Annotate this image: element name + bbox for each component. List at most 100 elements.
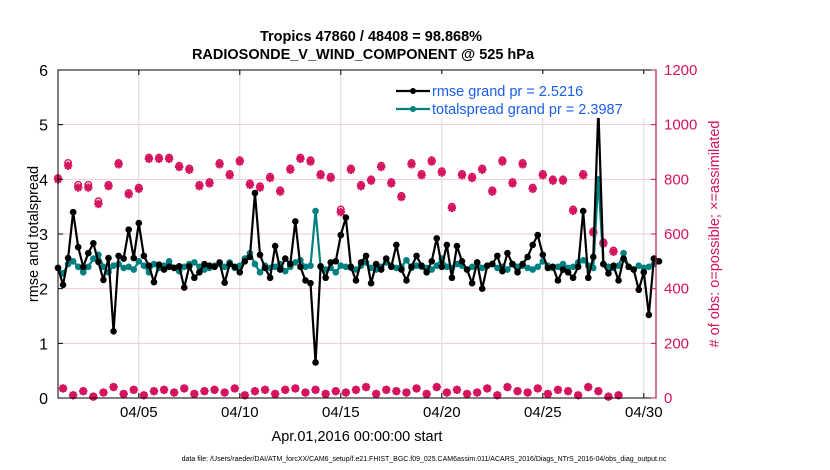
rmse-point	[155, 261, 163, 268]
rmse-point	[251, 189, 259, 197]
obs-assimilated-marker	[68, 391, 78, 400]
rmse-point	[478, 285, 486, 292]
obs-assimilated-marker	[286, 165, 295, 174]
rmse-point	[423, 268, 430, 276]
obs-assimilated-marker	[331, 386, 340, 396]
rmse-point	[160, 266, 168, 273]
obs-assimilated-marker	[250, 386, 260, 396]
obs-assimilated-marker	[523, 388, 532, 397]
rmse-point	[620, 255, 627, 262]
obs-assimilated-marker	[412, 384, 421, 393]
rmse-point	[544, 264, 552, 272]
grid	[58, 70, 656, 398]
rmse-point	[539, 251, 547, 259]
y2-axis-label: # of obs: o=possible; ×=assimilated	[707, 121, 723, 348]
rmse-point	[357, 259, 365, 266]
obs-assimilated-marker	[109, 382, 118, 392]
obs-assimilated-marker	[417, 171, 426, 180]
rmse-point	[90, 239, 97, 247]
spread-point	[221, 263, 228, 271]
rmse-point	[458, 258, 466, 265]
obs-assimilated-marker	[169, 388, 179, 397]
spread-point	[90, 255, 97, 262]
obs-assimilated-marker	[467, 173, 477, 183]
spread-point	[302, 263, 309, 271]
rmse-point	[579, 207, 587, 215]
obs-assimilated-marker	[427, 157, 436, 166]
rmse-point	[615, 277, 622, 284]
rmse-point	[509, 260, 516, 268]
rmse-point	[600, 260, 607, 268]
rmse-point	[433, 235, 441, 242]
rmse-point	[524, 253, 531, 261]
obs-assimilated-marker	[200, 386, 209, 396]
rmse-point	[584, 274, 592, 282]
spread-point	[332, 268, 340, 276]
obs-assimilated-marker	[609, 247, 618, 256]
obs-assimilated-marker	[301, 388, 310, 397]
rmse-point	[529, 241, 536, 249]
spread-point	[554, 263, 562, 271]
rmse-point	[312, 359, 319, 366]
rmse-point	[206, 262, 213, 270]
obs-assimilated-marker	[104, 181, 113, 191]
rmse-point	[201, 260, 208, 268]
obs-assimilated-marker	[281, 385, 290, 394]
spread-point	[413, 262, 420, 270]
obs-assimilated-marker	[296, 154, 305, 164]
spread-point	[281, 267, 289, 275]
x-tick-label: 04/25	[524, 404, 562, 421]
rmse-line	[56, 107, 660, 364]
rmse-point	[125, 226, 132, 233]
y2-tick-label: 200	[664, 335, 689, 352]
rmse-point	[135, 219, 143, 227]
rmse-point	[105, 254, 112, 262]
rmse-point	[408, 263, 415, 271]
rmse-point	[640, 268, 648, 276]
obs-assimilated-marker	[74, 183, 83, 192]
obs-assimilated-marker	[553, 385, 563, 394]
obs-assimilated-marker	[356, 181, 366, 191]
rmse-point	[246, 253, 254, 261]
rmse-point	[372, 260, 380, 268]
y-tick-label: 0	[39, 391, 48, 408]
obs-assimilated-marker	[84, 183, 93, 192]
spread-point	[443, 263, 451, 271]
spread-point	[140, 262, 148, 270]
obs-assimilated-marker	[195, 181, 204, 191]
rmse-point	[635, 286, 643, 294]
obs-assimilated-marker	[270, 389, 280, 399]
rmse-point	[130, 254, 138, 262]
rmse-point	[256, 251, 264, 259]
rmse-point	[569, 274, 577, 282]
rmse-point	[332, 258, 340, 265]
obs-assimilated-marker	[149, 386, 159, 396]
obs-markers	[53, 153, 623, 401]
rmse-point	[297, 263, 304, 271]
rmse-point	[271, 242, 279, 250]
rmse-point	[281, 255, 289, 262]
y-tick-label: 5	[39, 118, 48, 135]
obs-assimilated-marker	[604, 392, 613, 401]
rmse-point	[443, 241, 451, 249]
y2-tick-label: 1000	[664, 117, 697, 134]
obs-assimilated-marker	[215, 160, 224, 169]
rmse-point	[327, 259, 335, 266]
obs-assimilated-marker	[518, 160, 527, 169]
obs-assimilated-marker	[326, 173, 335, 183]
obs-assimilated-marker	[58, 384, 68, 393]
obs-assimilated-marker	[316, 171, 325, 180]
obs-assimilated-marker	[205, 179, 214, 188]
spread-point	[251, 260, 259, 268]
rmse-point	[377, 266, 385, 273]
obs-assimilated-marker	[63, 161, 73, 170]
spread-point	[428, 266, 436, 273]
rmse-point	[79, 263, 87, 271]
rmse-point	[362, 252, 370, 260]
rmse-point	[352, 277, 360, 284]
rmse-point	[448, 274, 456, 282]
y-tick-label: 6	[39, 63, 48, 80]
spread-point	[615, 262, 622, 270]
obs-assimilated-marker	[240, 391, 250, 400]
